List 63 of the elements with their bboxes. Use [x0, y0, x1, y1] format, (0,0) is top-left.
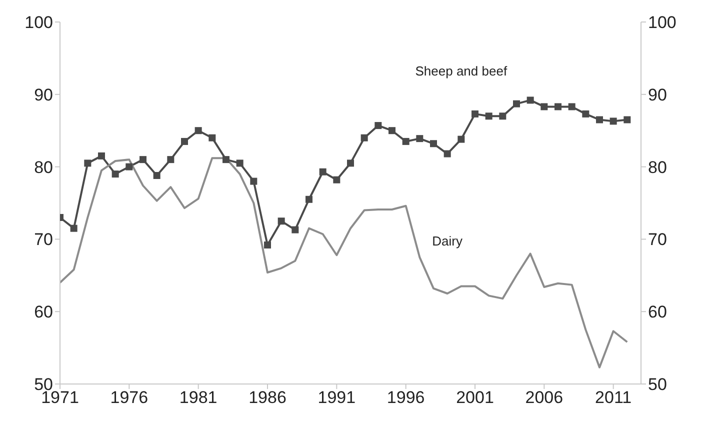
point	[388, 127, 396, 134]
point	[167, 156, 174, 164]
y-tick-label: 100	[24, 13, 53, 32]
point	[112, 170, 119, 178]
point	[319, 168, 326, 176]
x-tick-label: 1986	[248, 388, 286, 408]
x-tick-label: 1981	[179, 388, 218, 408]
y2-tick-label: 50	[648, 375, 667, 394]
x-tick-label: 2001	[456, 388, 494, 408]
point	[84, 160, 92, 167]
point	[278, 218, 285, 225]
point	[264, 241, 271, 248]
point	[596, 116, 603, 124]
point	[540, 103, 548, 110]
point	[126, 163, 133, 170]
x-tick-label: 1996	[386, 388, 425, 408]
y2-tick-label: 80	[648, 158, 667, 177]
point	[416, 135, 424, 142]
x-tick-label: 1976	[110, 388, 148, 408]
point	[208, 134, 216, 142]
point	[472, 110, 478, 118]
point	[458, 136, 465, 143]
point	[306, 196, 312, 203]
point	[513, 100, 520, 108]
point	[430, 140, 437, 148]
point	[222, 156, 230, 164]
y-tick-label: 70	[34, 230, 53, 250]
x-tick-label: 2006	[525, 388, 564, 408]
point	[333, 176, 340, 184]
point	[194, 127, 202, 134]
point	[526, 96, 534, 104]
y-tick-label: 60	[34, 302, 53, 322]
point	[70, 224, 78, 232]
y-tick-label: 80	[34, 158, 53, 177]
line-series	[60, 157, 628, 368]
y2-tick-label: 100	[648, 13, 676, 32]
x-tick-label: 2011	[595, 388, 632, 408]
point	[485, 112, 492, 120]
point	[292, 226, 299, 234]
point	[250, 178, 258, 185]
point	[360, 134, 368, 142]
point	[374, 122, 382, 130]
point	[554, 103, 562, 110]
point	[568, 103, 576, 110]
point	[153, 172, 160, 179]
point	[140, 156, 146, 164]
point	[347, 160, 354, 167]
point	[444, 150, 451, 158]
point	[582, 110, 590, 118]
point	[98, 152, 105, 160]
point	[610, 118, 617, 125]
point	[402, 138, 410, 145]
x-tick-label: 1991	[318, 388, 356, 408]
series-label: Sheep and beef	[415, 63, 508, 78]
y-tick-label: 90	[34, 85, 53, 104]
point	[624, 116, 631, 124]
y2-tick-label: 90	[648, 85, 667, 104]
y2-tick-label: 60	[648, 302, 667, 322]
y2-tick-label: 70	[648, 230, 667, 250]
point	[181, 138, 188, 145]
point	[499, 112, 506, 120]
point	[236, 160, 244, 167]
series-label: Dairy	[432, 234, 463, 248]
